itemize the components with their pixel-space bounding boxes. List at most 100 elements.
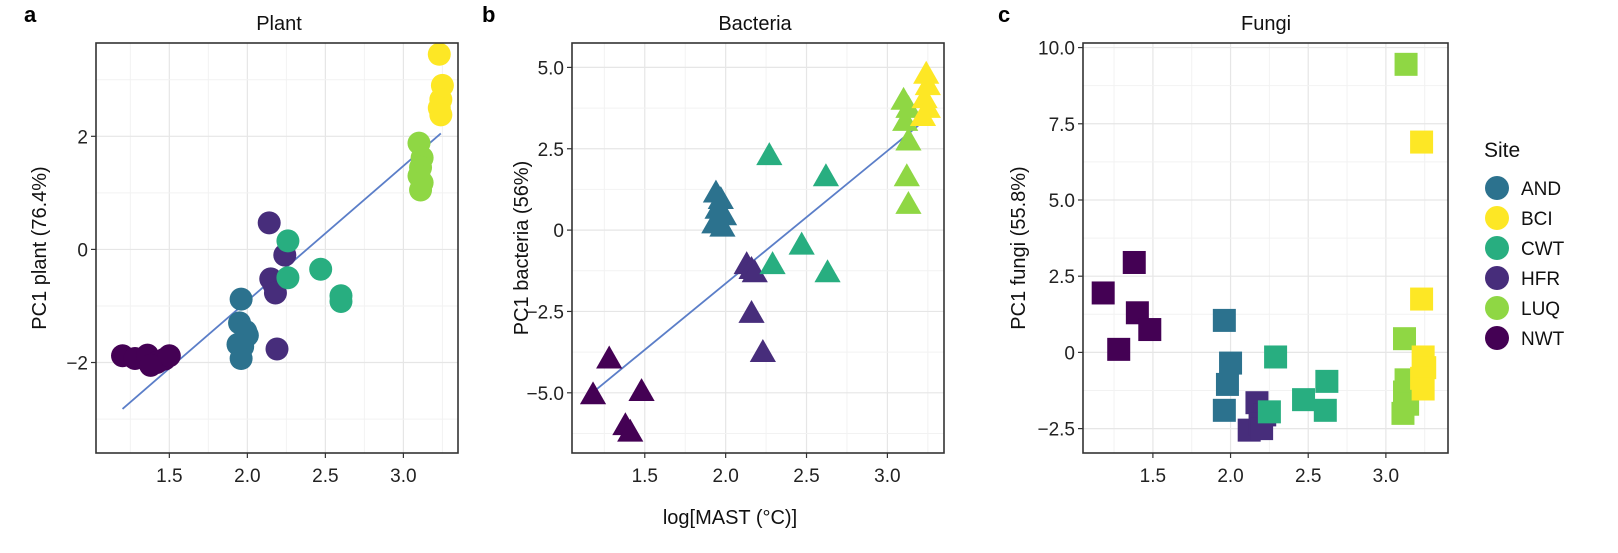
panel-fungi: c Fungi 1.5 2.0 2.5 3.0 −2.5 0 2.5 5.0 7.5 10.0 PC1 … [998, 2, 1449, 487]
point-bci [1411, 377, 1435, 401]
x-tick-label: 2.0 [1217, 466, 1243, 487]
panel-title: Plant [256, 13, 302, 35]
x-tick-label: 1.5 [1140, 466, 1166, 487]
legend-swatch-nwt [1485, 326, 1509, 350]
x-tick-label: 3.0 [1373, 466, 1399, 487]
legend-label-and: AND [1521, 179, 1561, 200]
data-points [579, 60, 941, 442]
point-luq [1394, 52, 1418, 76]
point-cwt [812, 163, 840, 187]
y-tick-label: −2 [66, 354, 88, 375]
point-cwt [1257, 400, 1281, 424]
y-tick-label: −5.0 [526, 384, 564, 405]
legend-swatch-luq [1485, 296, 1509, 320]
point-hfr [265, 337, 289, 361]
panel-title: Bacteria [718, 13, 792, 35]
point-nwt [1107, 337, 1131, 361]
legend-swatch-cwt [1485, 236, 1509, 260]
point-bci [1410, 130, 1434, 154]
point-bci [429, 103, 453, 127]
regression-line [595, 123, 921, 391]
legend-swatch-and [1485, 176, 1509, 200]
y-tick-label: 2.5 [1049, 267, 1075, 288]
point-cwt [1313, 398, 1337, 422]
point-bci [913, 60, 940, 84]
point-hfr [749, 339, 776, 362]
point-cwt [759, 251, 786, 275]
y-tick-label: 0 [553, 221, 564, 242]
point-nwt [617, 418, 644, 442]
point-cwt [1264, 345, 1288, 369]
point-nwt [579, 381, 607, 405]
point-luq [893, 163, 920, 187]
y-tick-label: 0 [77, 240, 88, 261]
point-luq [895, 127, 922, 151]
data-points [111, 42, 454, 377]
point-nwt [628, 378, 655, 402]
point-bci [427, 42, 451, 66]
y-axis-label: PC1 bacteria (56%) [511, 161, 533, 336]
plot-frame [571, 42, 945, 454]
x-tick-label: 2.5 [312, 466, 338, 487]
panel-title: Fungi [1241, 13, 1291, 35]
point-hfr [738, 299, 765, 323]
grid [572, 43, 944, 453]
plot-frame [1082, 42, 1449, 454]
panel-bacteria: b Bacteria 1.5 2.0 2.5 3.0 −5.0 −2.5 0 2.5 5.0 PC1 … [482, 2, 945, 487]
point-nwt [1122, 250, 1146, 274]
point-bci [909, 103, 937, 127]
y-tick-label: −2.5 [526, 302, 564, 323]
legend-title: Site [1484, 139, 1520, 162]
y-tick-label: 10.0 [1038, 39, 1075, 60]
point-luq [895, 94, 922, 118]
legend-label-nwt: NWT [1521, 329, 1565, 350]
x-tick-label: 2.5 [793, 466, 819, 487]
point-and [229, 347, 253, 371]
point-luq [1393, 327, 1417, 351]
legend-label-bci: BCI [1521, 209, 1553, 230]
point-cwt [276, 229, 300, 253]
legend-label-cwt: CWT [1521, 239, 1565, 260]
point-and [709, 213, 736, 237]
x-tick-label: 3.0 [874, 466, 900, 487]
legend-label-hfr: HFR [1521, 269, 1560, 290]
point-hfr [263, 281, 287, 305]
point-luq [895, 190, 922, 214]
point-cwt [1315, 369, 1339, 393]
point-bci [1410, 287, 1434, 311]
x-tick-label: 2.5 [1295, 466, 1321, 487]
point-cwt [1292, 388, 1316, 412]
x-tick-label: 3.0 [390, 466, 416, 487]
point-nwt [596, 345, 623, 369]
point-hfr [257, 211, 281, 235]
data-points [1091, 52, 1437, 442]
legend-swatch-hfr [1485, 266, 1509, 290]
y-axis-label: PC1 plant (76.4%) [29, 166, 51, 329]
point-nwt [1138, 318, 1162, 342]
point-nwt [157, 344, 181, 368]
legend-label-luq: LUQ [1521, 299, 1560, 320]
point-cwt [814, 259, 841, 283]
point-cwt [788, 231, 815, 255]
point-and [229, 287, 253, 311]
y-tick-label: 7.5 [1049, 115, 1075, 136]
panel-plant: a Plant 1.5 2.0 2.5 3.0 −2 0 2 PC1 plant (76.4%) [24, 2, 459, 487]
point-luq [409, 178, 433, 202]
panel-letter: a [24, 2, 37, 27]
y-tick-label: 5.0 [538, 58, 564, 79]
y-axis-label: PC1 fungi (55.8%) [1008, 166, 1030, 329]
point-bci [914, 72, 941, 96]
x-axis-label: log[MAST (°C)] [663, 507, 797, 529]
point-nwt [1091, 281, 1115, 305]
point-and [1212, 308, 1236, 332]
point-cwt [756, 142, 783, 166]
y-tick-label: 2.5 [538, 140, 564, 161]
x-tick-label: 2.0 [234, 466, 260, 487]
plot-frame [95, 42, 459, 454]
x-tick-label: 2.0 [712, 466, 738, 487]
point-nwt [139, 353, 163, 377]
point-cwt [276, 266, 300, 290]
legend-swatch-bci [1485, 206, 1509, 230]
point-and [1215, 372, 1239, 396]
point-cwt [329, 289, 353, 313]
